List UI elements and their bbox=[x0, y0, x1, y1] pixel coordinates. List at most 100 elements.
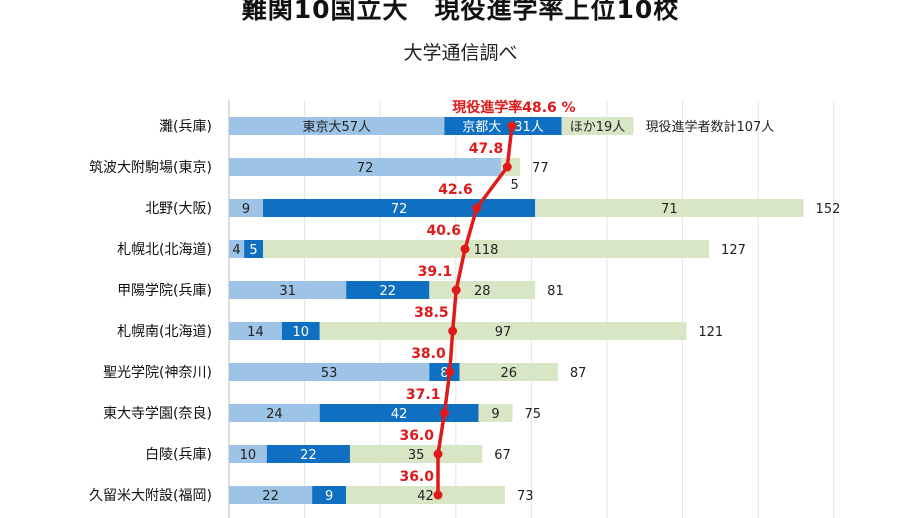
bar-segment-tokyo bbox=[229, 240, 245, 258]
bar-value-label: 5 bbox=[510, 178, 518, 193]
chart-subtitle: 大学通信調べ bbox=[403, 42, 518, 64]
bar-segment-kyoto bbox=[312, 486, 347, 504]
bar-segment-tokyo bbox=[229, 117, 445, 135]
category-label: 久留米大附設(福岡) bbox=[89, 488, 212, 504]
bar-value-label: 10 bbox=[240, 448, 257, 463]
bar-value-label: 5 bbox=[249, 243, 257, 258]
bar-segment-tokyo bbox=[229, 281, 347, 299]
chart-title: 難関10国立大 現役進学率上位10校 bbox=[241, 0, 680, 24]
bar-segment-kyoto bbox=[319, 404, 479, 422]
rate-point bbox=[451, 285, 461, 295]
category-label: 札幌北(北海道) bbox=[117, 242, 212, 258]
bar-segment-kyoto bbox=[346, 281, 430, 299]
bar-segment-tokyo bbox=[229, 322, 282, 340]
rate-line bbox=[436, 125, 514, 495]
bar-segment-tokyo bbox=[229, 404, 320, 422]
rate-label: 47.8 bbox=[469, 141, 504, 157]
total-label: 81 bbox=[547, 284, 564, 299]
category-label: 札幌南(北海道) bbox=[117, 324, 212, 340]
bar-value-label: 14 bbox=[247, 325, 264, 340]
rate-point bbox=[433, 449, 443, 459]
bar-value-label: 22 bbox=[300, 448, 317, 463]
total-label: 87 bbox=[570, 366, 587, 381]
rate-point bbox=[445, 367, 455, 377]
bar-value-label: 京都大 31人 bbox=[462, 120, 544, 135]
rate-point bbox=[448, 326, 458, 336]
category-label: 聖光学院(神奈川) bbox=[103, 365, 212, 381]
rate-point bbox=[472, 203, 482, 213]
bar-value-label: 26 bbox=[500, 366, 517, 381]
bar-value-label: 42 bbox=[417, 489, 434, 504]
rate-label: 38.5 bbox=[414, 305, 449, 321]
bar-segment-tokyo bbox=[229, 445, 267, 463]
rate-point bbox=[439, 408, 449, 418]
rate-label: 40.6 bbox=[426, 223, 461, 239]
rate-point bbox=[433, 490, 443, 500]
bar-segment-other bbox=[459, 363, 558, 381]
rate-label: 38.0 bbox=[411, 346, 446, 362]
bar-value-label: 97 bbox=[495, 325, 512, 340]
bar-value-label: 9 bbox=[491, 407, 499, 422]
rate-label: 現役進学率48.6 % bbox=[452, 99, 575, 116]
rate-point bbox=[460, 244, 470, 254]
bar-segment-kyoto bbox=[244, 240, 264, 258]
bar-value-label: 71 bbox=[661, 202, 678, 217]
category-label: 灘(兵庫) bbox=[159, 118, 212, 135]
rate-point bbox=[507, 121, 517, 131]
rate-label: 37.1 bbox=[406, 387, 441, 403]
bar-value-label: 4 bbox=[232, 243, 240, 258]
bar-segment-other bbox=[478, 404, 513, 422]
total-label: 77 bbox=[532, 161, 549, 176]
bar-segment-kyoto bbox=[266, 445, 350, 463]
bar-segment-other bbox=[535, 199, 804, 217]
bar-segment-kyoto bbox=[281, 322, 320, 340]
bar-value-label: 8 bbox=[440, 366, 448, 381]
bar-value-label: 22 bbox=[379, 284, 396, 299]
bar-value-label: 118 bbox=[474, 243, 499, 258]
bar-value-label: 53 bbox=[321, 366, 338, 381]
bar-value-label: 72 bbox=[391, 202, 408, 217]
category-label: 北野(大阪) bbox=[145, 201, 212, 217]
total-label: 67 bbox=[494, 448, 511, 463]
bar-segment-other bbox=[319, 322, 687, 340]
bar-segment-other bbox=[263, 240, 710, 258]
bar-value-label: 28 bbox=[474, 284, 491, 299]
bar-segment-other bbox=[346, 486, 505, 504]
bar-value-label: 24 bbox=[266, 407, 283, 422]
bar-value-label: ほか19人 bbox=[570, 120, 626, 135]
bar-segment-tokyo bbox=[229, 158, 502, 176]
total-label: 75 bbox=[525, 407, 542, 422]
total-label: 152 bbox=[816, 202, 841, 217]
rate-label: 36.0 bbox=[399, 428, 434, 444]
bar-segment-tokyo bbox=[229, 363, 430, 381]
bar-value-label: 42 bbox=[391, 407, 408, 422]
bar-value-label: 31 bbox=[279, 284, 296, 299]
rate-label: 36.0 bbox=[399, 469, 434, 485]
bar-value-label: 22 bbox=[262, 489, 279, 504]
bar-value-label: 9 bbox=[325, 489, 333, 504]
bar-value-label: 10 bbox=[293, 325, 310, 340]
bar-value-label: 9 bbox=[242, 202, 250, 217]
rate-label: 39.1 bbox=[418, 264, 453, 280]
category-label: 東大寺学園(奈良) bbox=[103, 406, 212, 422]
bar-segment-tokyo bbox=[229, 199, 264, 217]
bar-segment-kyoto bbox=[263, 199, 536, 217]
bar-segment-kyoto bbox=[429, 363, 460, 381]
total-label: 73 bbox=[517, 489, 534, 504]
bar-segment-other bbox=[349, 445, 483, 463]
bar-segment-tokyo bbox=[229, 486, 313, 504]
category-label: 筑波大附駒場(東京) bbox=[89, 160, 212, 176]
total-label: 127 bbox=[721, 243, 746, 258]
category-label: 甲陽学院(兵庫) bbox=[117, 282, 212, 299]
bar-segment-kyoto bbox=[444, 117, 562, 135]
category-label: 白陵(兵庫) bbox=[145, 446, 212, 463]
rate-label: 42.6 bbox=[438, 182, 473, 198]
total-label: 121 bbox=[698, 325, 723, 340]
rate-point bbox=[502, 162, 512, 172]
bar-segment-other bbox=[561, 117, 634, 135]
bar-value-label: 72 bbox=[357, 161, 374, 176]
bar-value-label: 35 bbox=[408, 448, 425, 463]
total-label: 現役進学者数計107人 bbox=[645, 119, 774, 135]
bar-value-label: 東京大57人 bbox=[302, 119, 371, 135]
